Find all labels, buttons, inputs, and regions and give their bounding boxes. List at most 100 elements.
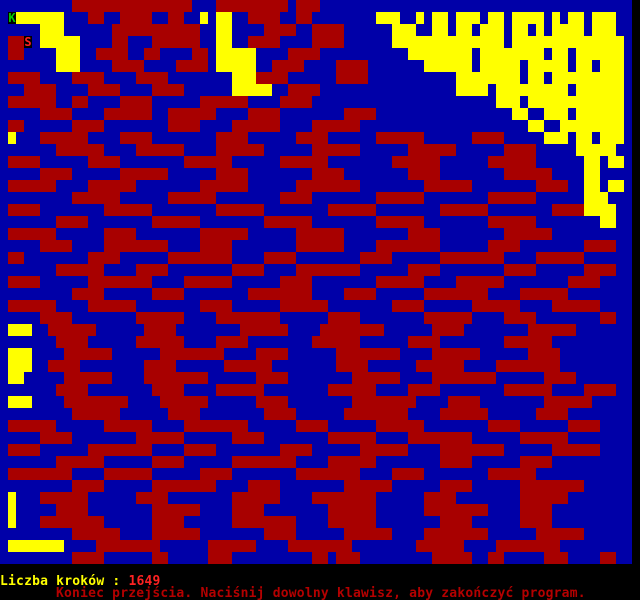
maze-corridor-run <box>280 12 296 24</box>
maze-wall-run <box>432 324 464 336</box>
maze-corridor-run <box>616 24 632 36</box>
maze-wall-run <box>72 192 120 204</box>
maze-corridor-run <box>0 228 8 240</box>
maze-wall-run <box>200 240 232 252</box>
maze-wall-run <box>488 468 536 480</box>
maze-corridor-run <box>200 24 216 36</box>
maze-corridor-run <box>168 552 208 564</box>
maze-corridor-run <box>120 84 152 96</box>
maze-trail-run <box>480 24 504 36</box>
maze-wall-run <box>8 204 40 216</box>
maze-corridor-run <box>248 228 296 240</box>
maze-trail-run <box>456 84 488 96</box>
maze-wall-run <box>120 132 152 144</box>
maze-trail-run <box>592 12 616 24</box>
maze-wall-run <box>248 480 280 492</box>
maze-wall-run <box>8 276 40 288</box>
maze-corridor-run <box>552 168 584 180</box>
maze-corridor-run <box>584 528 632 540</box>
maze-corridor-run <box>288 324 320 336</box>
maze-corridor-run <box>624 60 632 72</box>
maze-trail-run <box>592 24 616 36</box>
maze-corridor-run <box>360 180 424 192</box>
maze-wall-run <box>496 360 560 372</box>
maze-corridor-run <box>360 552 432 564</box>
maze-wall-run <box>256 396 288 408</box>
maze-corridor-run <box>168 72 232 84</box>
maze-trail-run <box>456 72 520 84</box>
maze-corridor-run <box>208 372 256 384</box>
maze-trail-run <box>512 24 528 36</box>
maze-corridor-run <box>104 12 120 24</box>
maze-row <box>0 432 632 444</box>
maze-corridor-run <box>128 36 152 48</box>
maze-wall-run <box>600 552 616 564</box>
maze-corridor-run <box>216 444 280 456</box>
maze-corridor-run <box>0 204 8 216</box>
maze-corridor-run <box>552 456 600 468</box>
maze-corridor-run <box>416 24 432 36</box>
maze-wall-run <box>40 132 88 144</box>
maze-wall-run <box>264 252 296 264</box>
maze-wall-run <box>312 492 376 504</box>
maze-row <box>0 348 632 360</box>
maze-trail-run <box>8 492 16 504</box>
maze-wall-run <box>40 312 72 324</box>
maze-wall-run <box>8 120 24 132</box>
maze-trail-run <box>536 24 544 36</box>
maze-corridor-run <box>624 84 632 96</box>
maze-corridor-run <box>544 72 552 84</box>
maze-corridor-run <box>616 264 632 276</box>
maze-corridor-run <box>616 216 632 228</box>
maze-corridor-run <box>376 288 424 300</box>
maze-row <box>0 468 632 480</box>
maze-corridor-run <box>264 144 312 156</box>
maze-corridor-run <box>72 432 136 444</box>
maze-corridor-run <box>136 300 200 312</box>
maze-wall-run <box>8 96 56 108</box>
maze-trail-run <box>216 24 232 36</box>
maze-corridor-run <box>328 132 376 144</box>
maze-corridor-run <box>472 180 536 192</box>
maze-wall-run <box>40 108 72 120</box>
maze-corridor-run <box>352 540 416 552</box>
maze-trail-run <box>552 12 560 24</box>
maze-corridor-run <box>0 72 8 84</box>
maze-corridor-run <box>0 324 8 336</box>
maze-wall-run <box>232 432 264 444</box>
maze-corridor-run <box>88 336 136 348</box>
maze-wall-run <box>408 384 440 396</box>
maze-wall-run <box>232 504 264 516</box>
maze-wall-run <box>168 192 216 204</box>
maze-corridor-run <box>424 192 488 204</box>
maze-wall-run <box>216 336 248 348</box>
maze-row: K <box>0 12 632 24</box>
maze-trail-run <box>216 60 256 72</box>
maze-wall-run <box>328 312 360 324</box>
maze-wall-run <box>552 444 600 456</box>
maze-corridor-run <box>592 396 632 408</box>
maze-wall-run <box>352 396 416 408</box>
maze-corridor-run <box>176 360 224 372</box>
maze-corridor-run <box>424 420 488 432</box>
maze-corridor-run <box>248 96 280 108</box>
maze-trail-run <box>528 72 544 84</box>
maze-wall-run <box>8 300 56 312</box>
maze-wall-run <box>440 480 472 492</box>
maze-wall-run <box>40 432 72 444</box>
maze-corridor-run <box>16 516 40 528</box>
maze-corridor-run <box>376 492 424 504</box>
maze-corridor-run <box>24 372 64 384</box>
maze-wall-run <box>424 180 472 192</box>
maze-corridor-run <box>616 204 632 216</box>
maze-wall-run <box>312 24 344 36</box>
maze-trail-run <box>376 12 400 24</box>
maze-corridor-run <box>296 252 360 264</box>
maze-corridor-run <box>40 204 104 216</box>
maze-wall-run <box>264 216 312 228</box>
maze-wall-run <box>328 384 376 396</box>
maze-corridor-run <box>536 468 584 480</box>
maze-corridor-run <box>560 540 632 552</box>
maze-corridor-run <box>64 12 88 24</box>
